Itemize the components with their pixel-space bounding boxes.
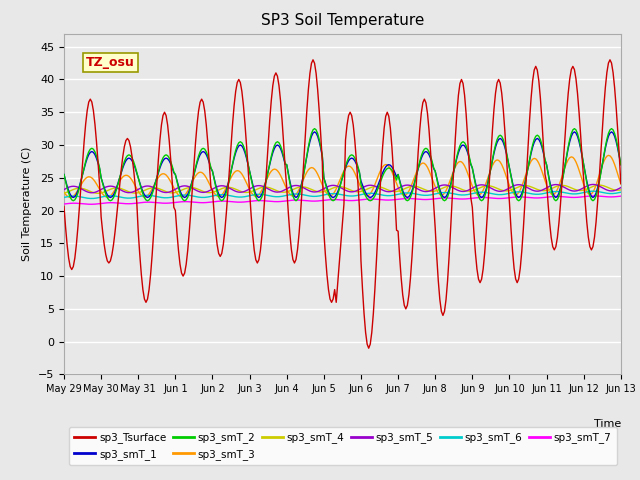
- sp3_smT_2: [380, 170, 388, 176]
- sp3_smT_5: [589, 181, 597, 187]
- Text: Time: Time: [593, 419, 621, 429]
- sp3_smT_1: [399, 188, 406, 193]
- sp3_smT_3: [550, 191, 558, 197]
- sp3_smT_4: [94, 191, 102, 196]
- sp3_smT_5: [88, 190, 96, 196]
- sp3_smT_6: [617, 189, 625, 195]
- Line: sp3_smT_1: sp3_smT_1: [64, 132, 621, 197]
- sp3_smT_4: [165, 190, 173, 195]
- sp3_smT_7: [550, 193, 558, 199]
- sp3_smT_5: [550, 182, 558, 188]
- sp3_smT_4: [410, 183, 417, 189]
- sp3_Tsurface: [552, 244, 559, 250]
- sp3_smT_6: [397, 191, 405, 196]
- sp3_smT_7: [589, 193, 597, 199]
- sp3_smT_6: [550, 189, 558, 194]
- sp3_Tsurface: [164, 122, 172, 128]
- Title: SP3 Soil Temperature: SP3 Soil Temperature: [260, 13, 424, 28]
- sp3_Tsurface: [399, 292, 406, 298]
- Line: sp3_smT_2: sp3_smT_2: [64, 129, 621, 201]
- sp3_Tsurface: [380, 125, 388, 131]
- sp3_smT_2: [552, 198, 559, 204]
- sp3_smT_6: [165, 195, 173, 201]
- sp3_smT_1: [165, 158, 173, 164]
- sp3_smT_2: [165, 155, 173, 161]
- Legend: sp3_Tsurface, sp3_smT_1, sp3_smT_2, sp3_smT_3, sp3_smT_4, sp3_smT_5, sp3_smT_6, : sp3_Tsurface, sp3_smT_1, sp3_smT_2, sp3_…: [69, 427, 617, 465]
- Y-axis label: Soil Temperature (C): Soil Temperature (C): [22, 147, 33, 261]
- sp3_smT_2: [311, 126, 319, 132]
- sp3_smT_1: [552, 194, 559, 200]
- sp3_smT_3: [410, 177, 417, 183]
- sp3_smT_2: [399, 190, 406, 196]
- sp3_smT_7: [410, 196, 417, 202]
- sp3_Tsurface: [309, 57, 317, 63]
- sp3_smT_3: [60, 190, 68, 195]
- sp3_smT_1: [60, 172, 68, 178]
- Text: TZ_osu: TZ_osu: [86, 56, 135, 69]
- sp3_smT_4: [617, 187, 625, 193]
- sp3_smT_6: [589, 188, 597, 194]
- sp3_smT_1: [69, 194, 77, 200]
- sp3_Tsurface: [76, 204, 83, 209]
- sp3_Tsurface: [617, 180, 625, 186]
- sp3_smT_1: [77, 178, 85, 183]
- sp3_smT_3: [617, 181, 625, 187]
- sp3_Tsurface: [365, 345, 372, 351]
- sp3_smT_5: [379, 187, 387, 193]
- sp3_smT_1: [412, 178, 419, 183]
- sp3_smT_3: [165, 176, 173, 182]
- sp3_smT_3: [77, 182, 85, 188]
- sp3_smT_4: [76, 185, 83, 191]
- sp3_smT_7: [379, 197, 387, 203]
- sp3_smT_2: [60, 172, 68, 178]
- sp3_smT_7: [88, 202, 96, 207]
- sp3_smT_3: [67, 194, 74, 200]
- sp3_smT_7: [165, 200, 173, 206]
- sp3_smT_7: [76, 201, 83, 206]
- Line: sp3_smT_7: sp3_smT_7: [64, 196, 621, 204]
- sp3_smT_5: [410, 184, 417, 190]
- Line: sp3_smT_5: sp3_smT_5: [64, 184, 621, 193]
- sp3_smT_5: [397, 184, 405, 190]
- sp3_smT_6: [379, 192, 387, 198]
- Line: sp3_smT_3: sp3_smT_3: [64, 156, 621, 197]
- sp3_smT_7: [617, 193, 625, 199]
- sp3_smT_1: [380, 167, 388, 172]
- sp3_smT_2: [617, 162, 625, 168]
- sp3_smT_7: [397, 196, 405, 202]
- sp3_smT_6: [76, 194, 83, 200]
- sp3_smT_5: [617, 185, 625, 191]
- Line: sp3_smT_4: sp3_smT_4: [64, 185, 621, 193]
- sp3_smT_4: [60, 190, 68, 196]
- sp3_smT_5: [76, 185, 83, 191]
- sp3_smT_2: [77, 179, 85, 184]
- sp3_Tsurface: [412, 201, 419, 207]
- Line: sp3_Tsurface: sp3_Tsurface: [64, 60, 621, 348]
- sp3_smT_6: [88, 196, 96, 202]
- sp3_smT_1: [311, 129, 319, 135]
- sp3_smT_6: [410, 191, 417, 196]
- sp3_smT_5: [165, 189, 173, 195]
- sp3_smT_4: [595, 182, 603, 188]
- sp3_smT_5: [60, 187, 68, 192]
- sp3_smT_4: [550, 184, 558, 190]
- sp3_smT_4: [379, 185, 387, 191]
- sp3_Tsurface: [60, 204, 68, 209]
- sp3_smT_3: [379, 164, 387, 170]
- sp3_smT_3: [397, 190, 405, 196]
- sp3_smT_1: [617, 162, 625, 168]
- Line: sp3_smT_6: sp3_smT_6: [64, 191, 621, 199]
- sp3_smT_2: [69, 198, 77, 204]
- sp3_smT_7: [60, 201, 68, 207]
- sp3_smT_6: [60, 194, 68, 200]
- sp3_smT_2: [412, 179, 419, 184]
- sp3_smT_4: [397, 187, 405, 193]
- sp3_smT_3: [605, 153, 612, 158]
